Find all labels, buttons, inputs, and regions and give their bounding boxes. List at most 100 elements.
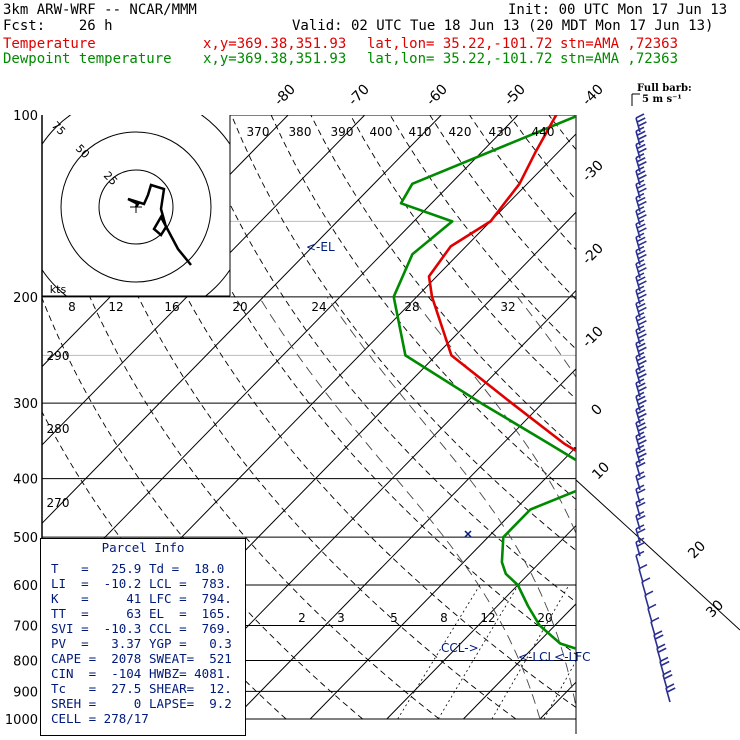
wind-barb-flag <box>638 134 647 140</box>
temperature-latlon: lat,lon= 35.22,-101.72 <box>367 36 553 52</box>
wind-barb-flag <box>666 687 676 693</box>
wind-barb-flag <box>638 426 647 432</box>
temperature-tick-label: 30 <box>703 597 727 621</box>
wind-barb-flag <box>660 660 670 667</box>
wind-barb-shaft <box>662 674 668 689</box>
theta-label: 400 <box>370 125 393 139</box>
dry-adiabat-line <box>548 115 576 151</box>
wind-barb-flag <box>636 541 646 547</box>
init-time: Init: 00 UTC Mon 17 Jun 13 <box>508 2 728 18</box>
wind-barb-flag <box>636 263 646 269</box>
theta-label: 390 <box>331 125 354 139</box>
wind-barb-flag <box>636 528 646 534</box>
wind-barb-flag <box>644 590 654 596</box>
wind-barb-flag <box>638 333 647 339</box>
pressure-tick-label: 300 <box>13 397 38 412</box>
barb-key-speed: 5 m s⁻¹ <box>642 94 682 105</box>
mixing-ratio-line <box>491 584 570 720</box>
parcel-value: LCL = 783. <box>149 576 232 591</box>
mixing-ratio-label: 24 <box>311 300 326 314</box>
theta-label: 440 <box>532 125 555 139</box>
wind-barb-flag <box>636 289 646 296</box>
wind-barb-flag <box>635 312 645 318</box>
temperature-tick-label: -40 <box>579 81 606 108</box>
temperature-tick-label: -30 <box>579 157 606 184</box>
wind-barb-flag <box>636 435 646 441</box>
wind-barb-flag <box>636 475 646 481</box>
dry-adiabat-line <box>42 154 440 720</box>
wind-barb-flag <box>659 656 669 663</box>
mixing-ratio-label: 12 <box>108 300 123 314</box>
valid-time: Valid: 02 UTC Tue 18 Jun 13 (20 MDT Mon … <box>292 18 714 34</box>
wind-barb-flag <box>635 351 645 358</box>
wind-barb-flag <box>636 514 646 521</box>
wind-barb-flag <box>635 126 645 132</box>
wind-barb-flag <box>635 471 645 477</box>
parcel-row: K = 41 LFC = 794. <box>41 591 245 606</box>
wind-barb-flag <box>635 232 645 239</box>
temperature-tick-label: -70 <box>345 81 372 108</box>
barb-key-title: Full barb: <box>637 83 692 94</box>
theta-label: 280 <box>47 422 70 436</box>
wind-barb-flag <box>635 166 645 172</box>
mixing-ratio-label: 12 <box>480 611 495 625</box>
dry-adiabat-line <box>151 115 576 655</box>
parcel-row: T = 25.9 Td = 18.0 <box>41 561 245 576</box>
temperature-xy: x,y=369.38,351.93 <box>203 36 347 52</box>
wind-barb-flag <box>638 563 648 570</box>
wind-barb-flag <box>638 227 647 233</box>
parcel-value: SHEAR= 12. <box>149 681 232 696</box>
parcel-row: PV = 3.37 YGP = 0.3 <box>41 636 245 651</box>
isotherm-line <box>693 115 740 719</box>
parcel-row: CIN = -104 HWBZ= 4081. <box>41 666 245 681</box>
wind-barb-flag <box>638 306 647 313</box>
pressure-tick-label: 800 <box>13 654 38 669</box>
mixing-ratio-label: 32 <box>500 300 515 314</box>
wind-barb-flag <box>636 210 646 216</box>
mixing-ratio-label: 3 <box>337 611 345 625</box>
wind-barb-flag <box>636 117 646 123</box>
wind-barb-flag <box>635 510 645 517</box>
parcel-row: CELL = 278/17 <box>41 711 245 726</box>
parcel-row: SREH = 0 LAPSE= 9.2 <box>41 696 245 711</box>
wind-barb-shaft <box>638 568 644 583</box>
wind-barb-flag <box>635 285 645 292</box>
wind-barb-flag <box>635 431 645 437</box>
wind-barb-flag <box>636 448 646 455</box>
wind-barb-flag <box>636 170 646 176</box>
mixing-ratio-line <box>591 585 662 719</box>
temperature-line <box>427 115 576 512</box>
wind-barb-flag <box>638 386 647 392</box>
dewpoint-legend: Dewpoint temperature <box>3 51 172 67</box>
temperature-tick-label: 10 <box>589 459 613 483</box>
wind-barb-flag <box>638 320 647 326</box>
wind-barb-flag <box>635 179 645 185</box>
dry-adiabat-line <box>111 115 576 708</box>
dry-adiabat-line <box>389 115 576 350</box>
isotherm-line <box>42 115 519 603</box>
pressure-tick-label: 900 <box>13 685 38 700</box>
wind-barb-flag <box>635 550 645 557</box>
wind-barb-flag <box>636 501 646 508</box>
wind-barb-flag <box>635 404 645 411</box>
pressure-tick-label: 700 <box>13 619 38 634</box>
wind-barb-flag <box>636 130 646 136</box>
el-annotation: <-EL <box>306 240 335 254</box>
wind-barb-flag <box>635 497 645 504</box>
mixing-ratio-line <box>437 584 519 720</box>
isotherm-line <box>233 368 576 720</box>
wind-barb-flag <box>653 630 663 636</box>
wind-barb-flag <box>636 276 646 282</box>
temperature-tick-label: -50 <box>501 81 528 108</box>
parcel-info-title: Parcel Info <box>101 540 185 555</box>
parcel-value: YGP = 0.3 <box>149 636 232 651</box>
dry-adiabat-line <box>191 115 576 603</box>
wind-barb-shaft <box>656 648 662 663</box>
wind-barb-flag <box>638 293 647 300</box>
dry-adiabat-line <box>668 115 740 719</box>
theta-label: 290 <box>47 349 70 363</box>
wind-barb-flag <box>635 457 645 464</box>
wind-barb-flag <box>638 253 647 260</box>
wind-barb-flag <box>635 365 645 371</box>
wind-barb-flag <box>636 461 646 468</box>
